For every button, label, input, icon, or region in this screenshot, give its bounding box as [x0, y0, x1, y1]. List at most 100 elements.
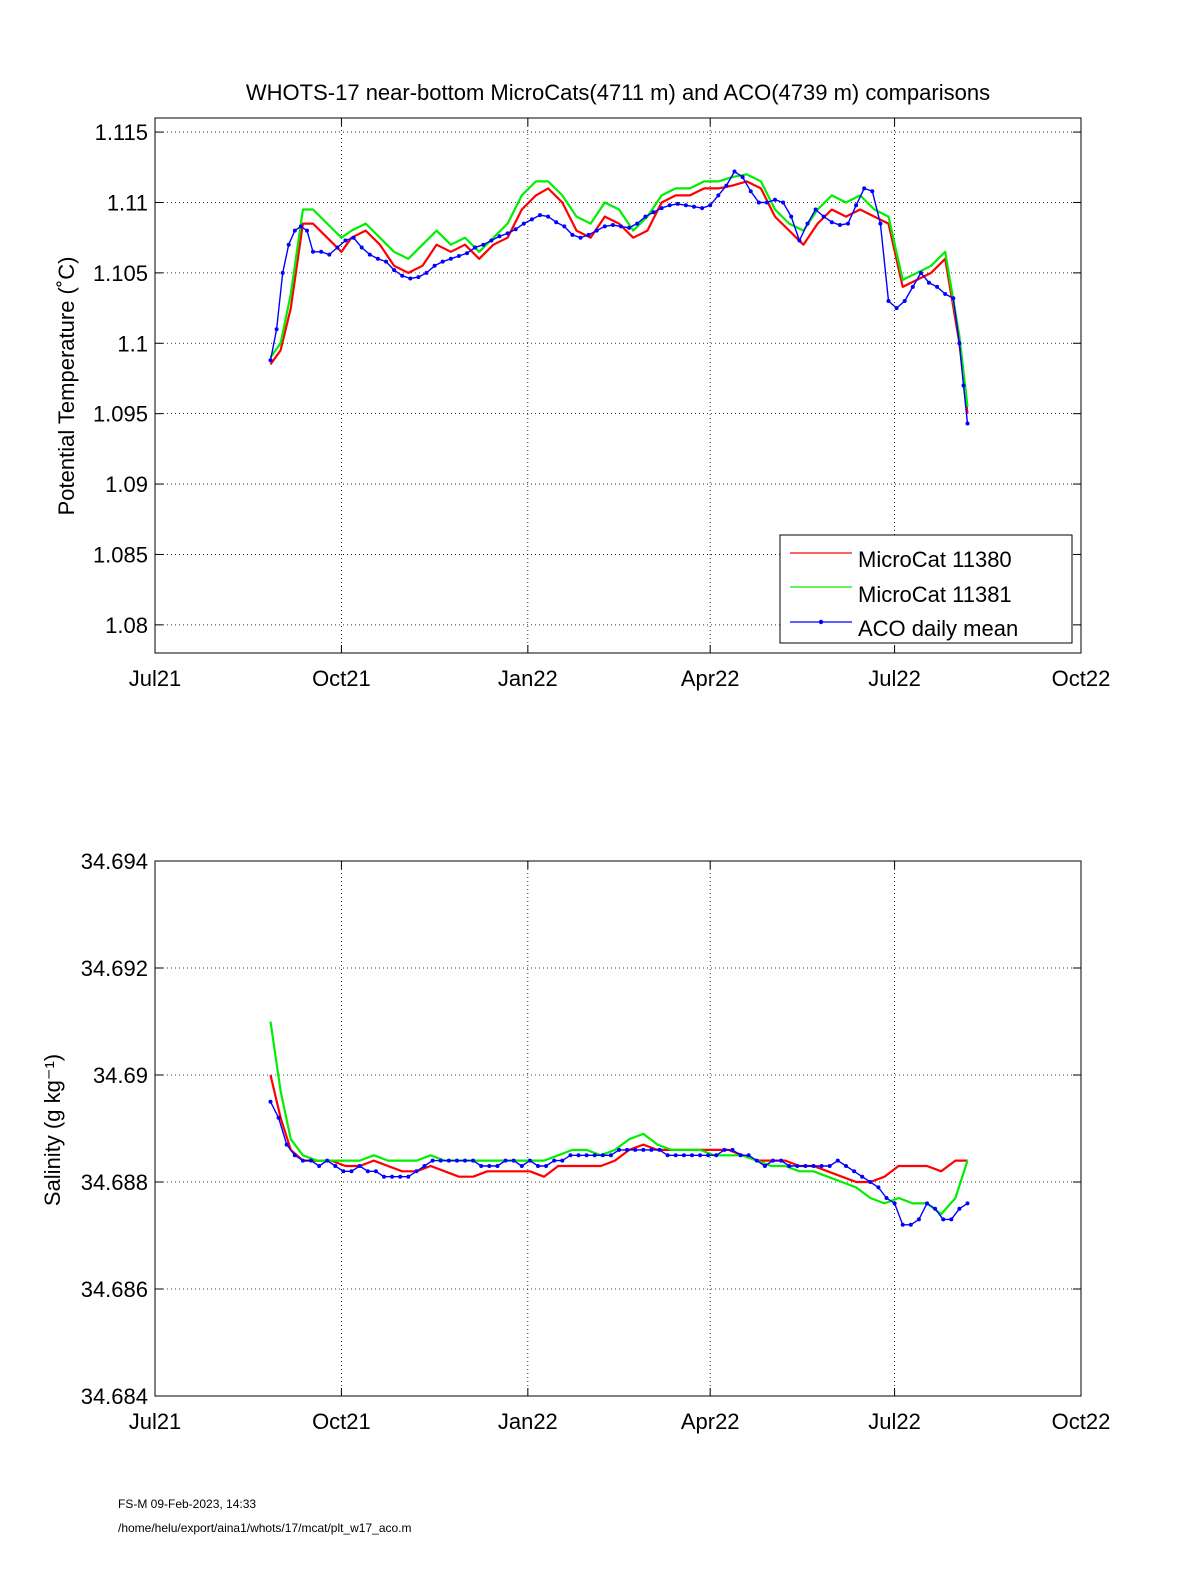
salinity-point-aco-daily-mean — [722, 1147, 727, 1152]
temperature-point-aco-daily-mean — [602, 224, 607, 229]
temperature-point-aco-daily-mean — [456, 254, 461, 258]
salinity-point-aco-daily-mean — [617, 1147, 621, 1152]
salinity-point-aco-daily-mean — [398, 1174, 403, 1179]
salinity-point-aco-daily-mean — [900, 1222, 905, 1227]
salinity-point-aco-daily-mean — [714, 1153, 719, 1158]
temperature-point-aco-daily-mean — [957, 341, 962, 346]
temperature-point-aco-daily-mean — [965, 421, 970, 426]
temperature-point-aco-daily-mean — [846, 221, 850, 226]
salinity-point-aco-daily-mean — [584, 1153, 589, 1158]
salinity-point-aco-daily-mean — [479, 1164, 484, 1168]
salinity-point-aco-daily-mean — [852, 1169, 857, 1174]
salinity-point-aco-daily-mean — [779, 1158, 784, 1163]
temperature-point-aco-daily-mean — [408, 276, 413, 281]
temperature-point-aco-daily-mean — [384, 259, 388, 264]
salinity-x-tick-label: Oct21 — [312, 1409, 371, 1434]
salinity-point-aco-daily-mean — [811, 1164, 816, 1168]
temperature-point-aco-daily-mean — [627, 225, 632, 230]
temperature-point-aco-daily-mean — [829, 220, 834, 225]
salinity-x-tick-label: Jul21 — [129, 1409, 182, 1434]
temperature-point-aco-daily-mean — [400, 273, 405, 278]
temperature-x-tick-label: Jul22 — [868, 666, 921, 691]
salinity-point-aco-daily-mean — [762, 1164, 767, 1168]
temperature-point-aco-daily-mean — [465, 251, 469, 256]
temperature-point-aco-daily-mean — [862, 186, 867, 191]
salinity-point-aco-daily-mean — [592, 1153, 597, 1158]
temperature-point-aco-daily-mean — [789, 214, 794, 219]
temperature-point-aco-daily-mean — [432, 263, 437, 268]
salinity-point-aco-daily-mean — [706, 1153, 711, 1158]
salinity-point-aco-daily-mean — [746, 1153, 751, 1158]
salinity-point-aco-daily-mean — [673, 1153, 678, 1158]
temperature-point-aco-daily-mean — [416, 275, 421, 280]
temperature-point-aco-daily-mean — [274, 327, 279, 332]
salinity-point-aco-daily-mean — [835, 1158, 840, 1163]
temperature-point-aco-daily-mean — [335, 245, 340, 250]
salinity-point-aco-daily-mean — [446, 1158, 451, 1163]
temperature-point-aco-daily-mean — [489, 238, 494, 243]
temperature-point-aco-daily-mean — [951, 296, 956, 301]
salinity-point-aco-daily-mean — [787, 1164, 792, 1168]
temperature-point-aco-daily-mean — [538, 213, 542, 218]
salinity-series-microcat-11380 — [269, 1074, 968, 1184]
temperature-series-microcat-11381 — [269, 173, 969, 407]
salinity-point-aco-daily-mean — [438, 1158, 443, 1163]
temperature-point-aco-daily-mean — [894, 306, 899, 311]
temperature-point-aco-daily-mean — [716, 193, 721, 198]
temperature-point-aco-daily-mean — [651, 210, 656, 215]
salinity-point-aco-daily-mean — [527, 1158, 532, 1163]
chart-title: WHOTS-17 near-bottom MicroCats(4711 m) a… — [246, 80, 990, 105]
salinity-point-aco-daily-mean — [690, 1153, 694, 1158]
temperature-point-aco-daily-mean — [821, 214, 826, 219]
salinity-point-aco-daily-mean — [965, 1201, 970, 1206]
temperature-point-aco-daily-mean — [351, 235, 356, 240]
salinity-point-aco-daily-mean — [560, 1158, 565, 1163]
temperature-point-aco-daily-mean — [359, 245, 364, 250]
salinity-point-aco-daily-mean — [657, 1147, 662, 1152]
salinity-point-aco-daily-mean — [681, 1153, 686, 1158]
temperature-point-aco-daily-mean — [781, 200, 786, 205]
temperature-ticks: Jul21 Oct21 Jan22 Apr22 Jul22 Oct22 1.08 1.085 1… — [93, 118, 1110, 691]
salinity-point-aco-daily-mean — [390, 1174, 395, 1179]
temperature-point-aco-daily-mean — [748, 189, 753, 194]
salinity-point-aco-daily-mean — [552, 1158, 557, 1163]
salinity-grid — [155, 861, 1081, 1396]
temperature-point-aco-daily-mean — [268, 358, 273, 363]
temperature-point-aco-daily-mean — [578, 235, 583, 240]
temperature-point-aco-daily-mean — [659, 206, 664, 211]
legend-label-aco: ACO daily mean — [858, 616, 1018, 641]
temperature-point-aco-daily-mean — [943, 292, 948, 296]
temperature-y-tick-label: 1.085 — [93, 542, 148, 567]
temperature-x-tick-label: Jul21 — [129, 666, 182, 691]
salinity-point-aco-daily-mean — [495, 1164, 500, 1168]
salinity-point-aco-daily-mean — [568, 1153, 573, 1158]
salinity-point-aco-daily-mean — [633, 1147, 638, 1152]
temperature-point-aco-daily-mean — [505, 231, 510, 236]
salinity-x-tick-label: Oct22 — [1052, 1409, 1111, 1434]
salinity-x-tick-label: Apr22 — [681, 1409, 740, 1434]
salinity-point-aco-daily-mean — [730, 1147, 735, 1152]
temperature-point-aco-daily-mean — [683, 203, 688, 208]
salinity-point-aco-daily-mean — [625, 1147, 630, 1152]
temperature-x-tick-label: Oct22 — [1052, 666, 1111, 691]
salinity-point-aco-daily-mean — [357, 1164, 362, 1168]
salinity-ticks: Jul21 Oct21 Jan22 Apr22 Jul22 Oct22 34.684 34.6… — [81, 849, 1111, 1434]
temperature-point-aco-daily-mean — [756, 200, 761, 205]
temperature-point-aco-daily-mean — [918, 270, 923, 275]
salinity-series — [268, 1021, 970, 1227]
temperature-point-aco-daily-mean — [878, 221, 883, 226]
temperature-point-aco-daily-mean — [305, 228, 309, 233]
salinity-point-aco-daily-mean — [511, 1158, 516, 1163]
temperature-point-aco-daily-mean — [367, 252, 372, 257]
temperature-point-aco-daily-mean — [927, 280, 931, 285]
salinity-point-aco-daily-mean — [454, 1158, 459, 1163]
salinity-point-aco-daily-mean — [365, 1169, 370, 1174]
temperature-point-aco-daily-mean — [724, 183, 729, 188]
temperature-axes-box — [154, 117, 1082, 654]
salinity-series-microcat-11381 — [269, 1021, 969, 1216]
temperature-point-aco-daily-mean — [570, 232, 575, 237]
temperature-point-aco-daily-mean — [643, 214, 648, 219]
salinity-y-axis-label: Salinity (g kg⁻¹) — [40, 1054, 65, 1206]
salinity-point-aco-daily-mean — [414, 1169, 419, 1174]
temperature-point-aco-daily-mean — [319, 249, 324, 254]
